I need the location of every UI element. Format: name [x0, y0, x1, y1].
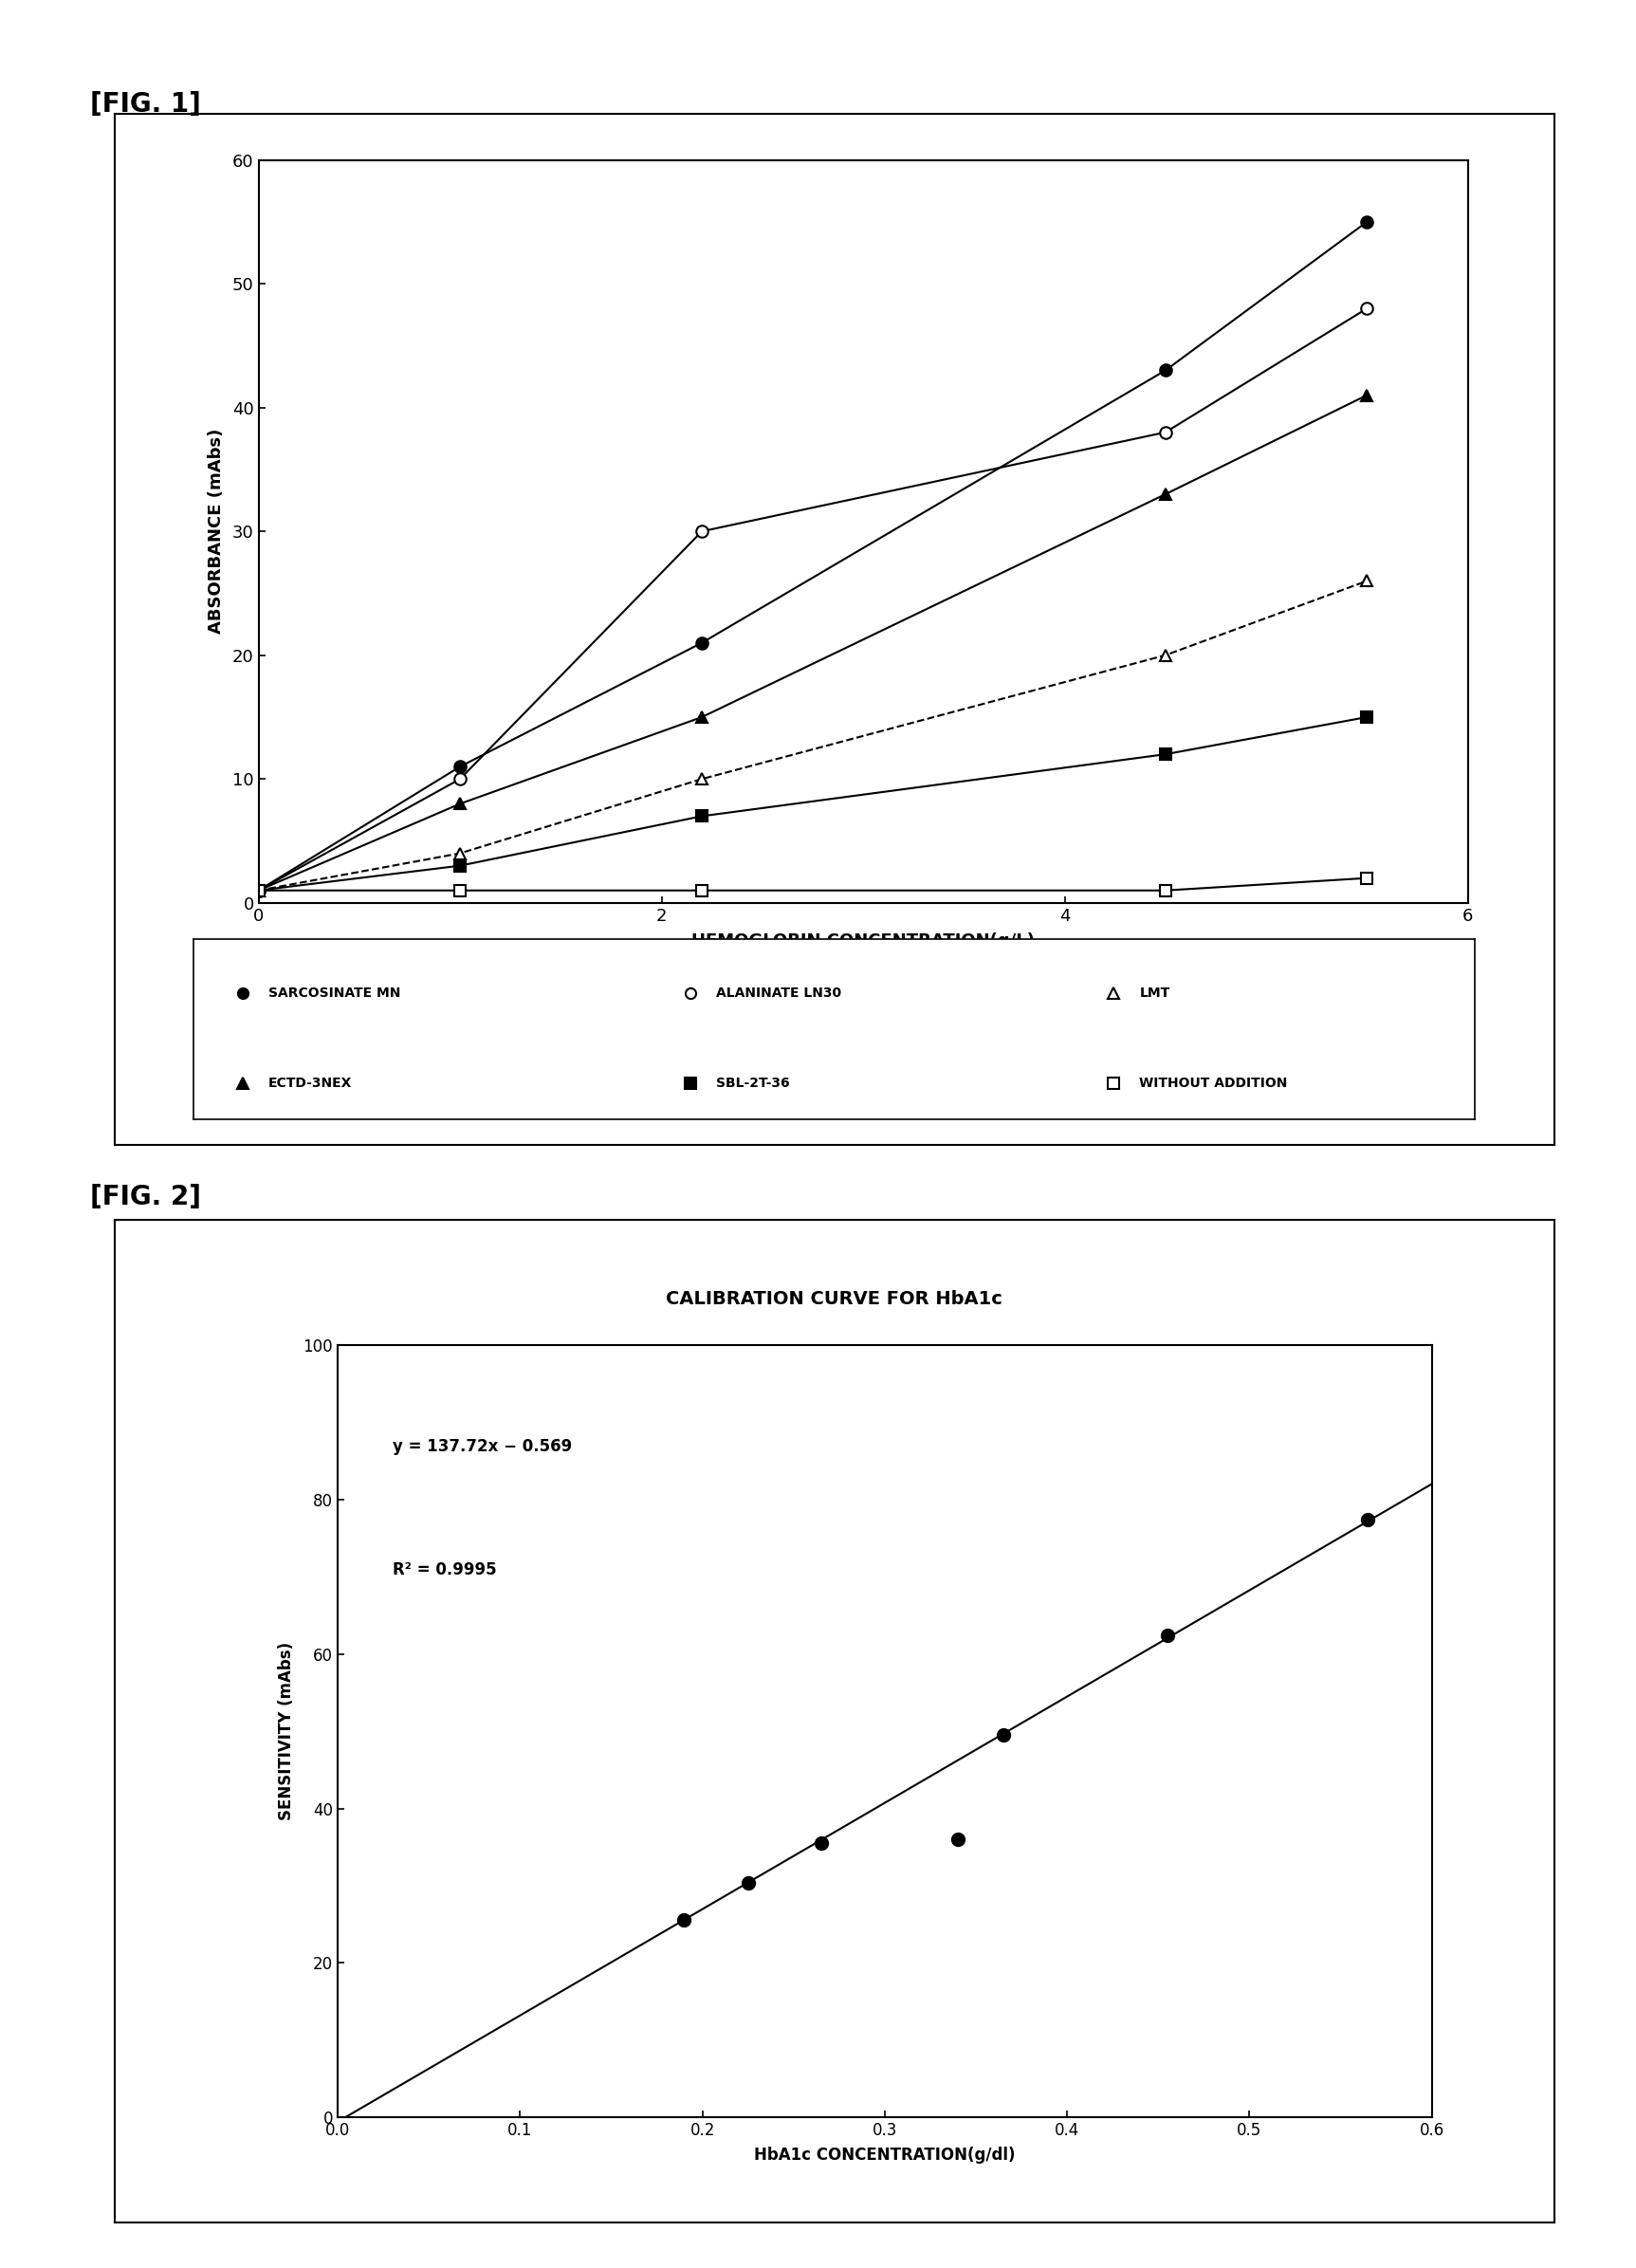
Text: SBL-2T-36: SBL-2T-36 — [717, 1077, 790, 1091]
Text: y = 137.72x − 0.569: y = 137.72x − 0.569 — [393, 1438, 573, 1456]
Text: SARCOSINATE MN: SARCOSINATE MN — [268, 987, 401, 1000]
Y-axis label: ABSORBANCE (mAbs): ABSORBANCE (mAbs) — [208, 429, 224, 635]
X-axis label: HbA1c CONCENTRATION(g/dl): HbA1c CONCENTRATION(g/dl) — [754, 2148, 1016, 2164]
Text: [FIG. 2]: [FIG. 2] — [90, 1184, 201, 1211]
X-axis label: HEMOGLOBIN CONCENTRATION(g/L): HEMOGLOBIN CONCENTRATION(g/L) — [692, 932, 1034, 950]
Text: CALIBRATION CURVE FOR HbA1c: CALIBRATION CURVE FOR HbA1c — [666, 1290, 1003, 1309]
Text: ECTD-3NEX: ECTD-3NEX — [268, 1077, 352, 1091]
Y-axis label: SENSITIVITY (mAbs): SENSITIVITY (mAbs) — [278, 1642, 294, 1821]
Text: [FIG. 1]: [FIG. 1] — [90, 91, 201, 118]
Text: LMT: LMT — [1139, 987, 1170, 1000]
Text: R² = 0.9995: R² = 0.9995 — [393, 1563, 496, 1579]
Text: ALANINATE LN30: ALANINATE LN30 — [717, 987, 843, 1000]
Text: WITHOUT ADDITION: WITHOUT ADDITION — [1139, 1077, 1288, 1091]
